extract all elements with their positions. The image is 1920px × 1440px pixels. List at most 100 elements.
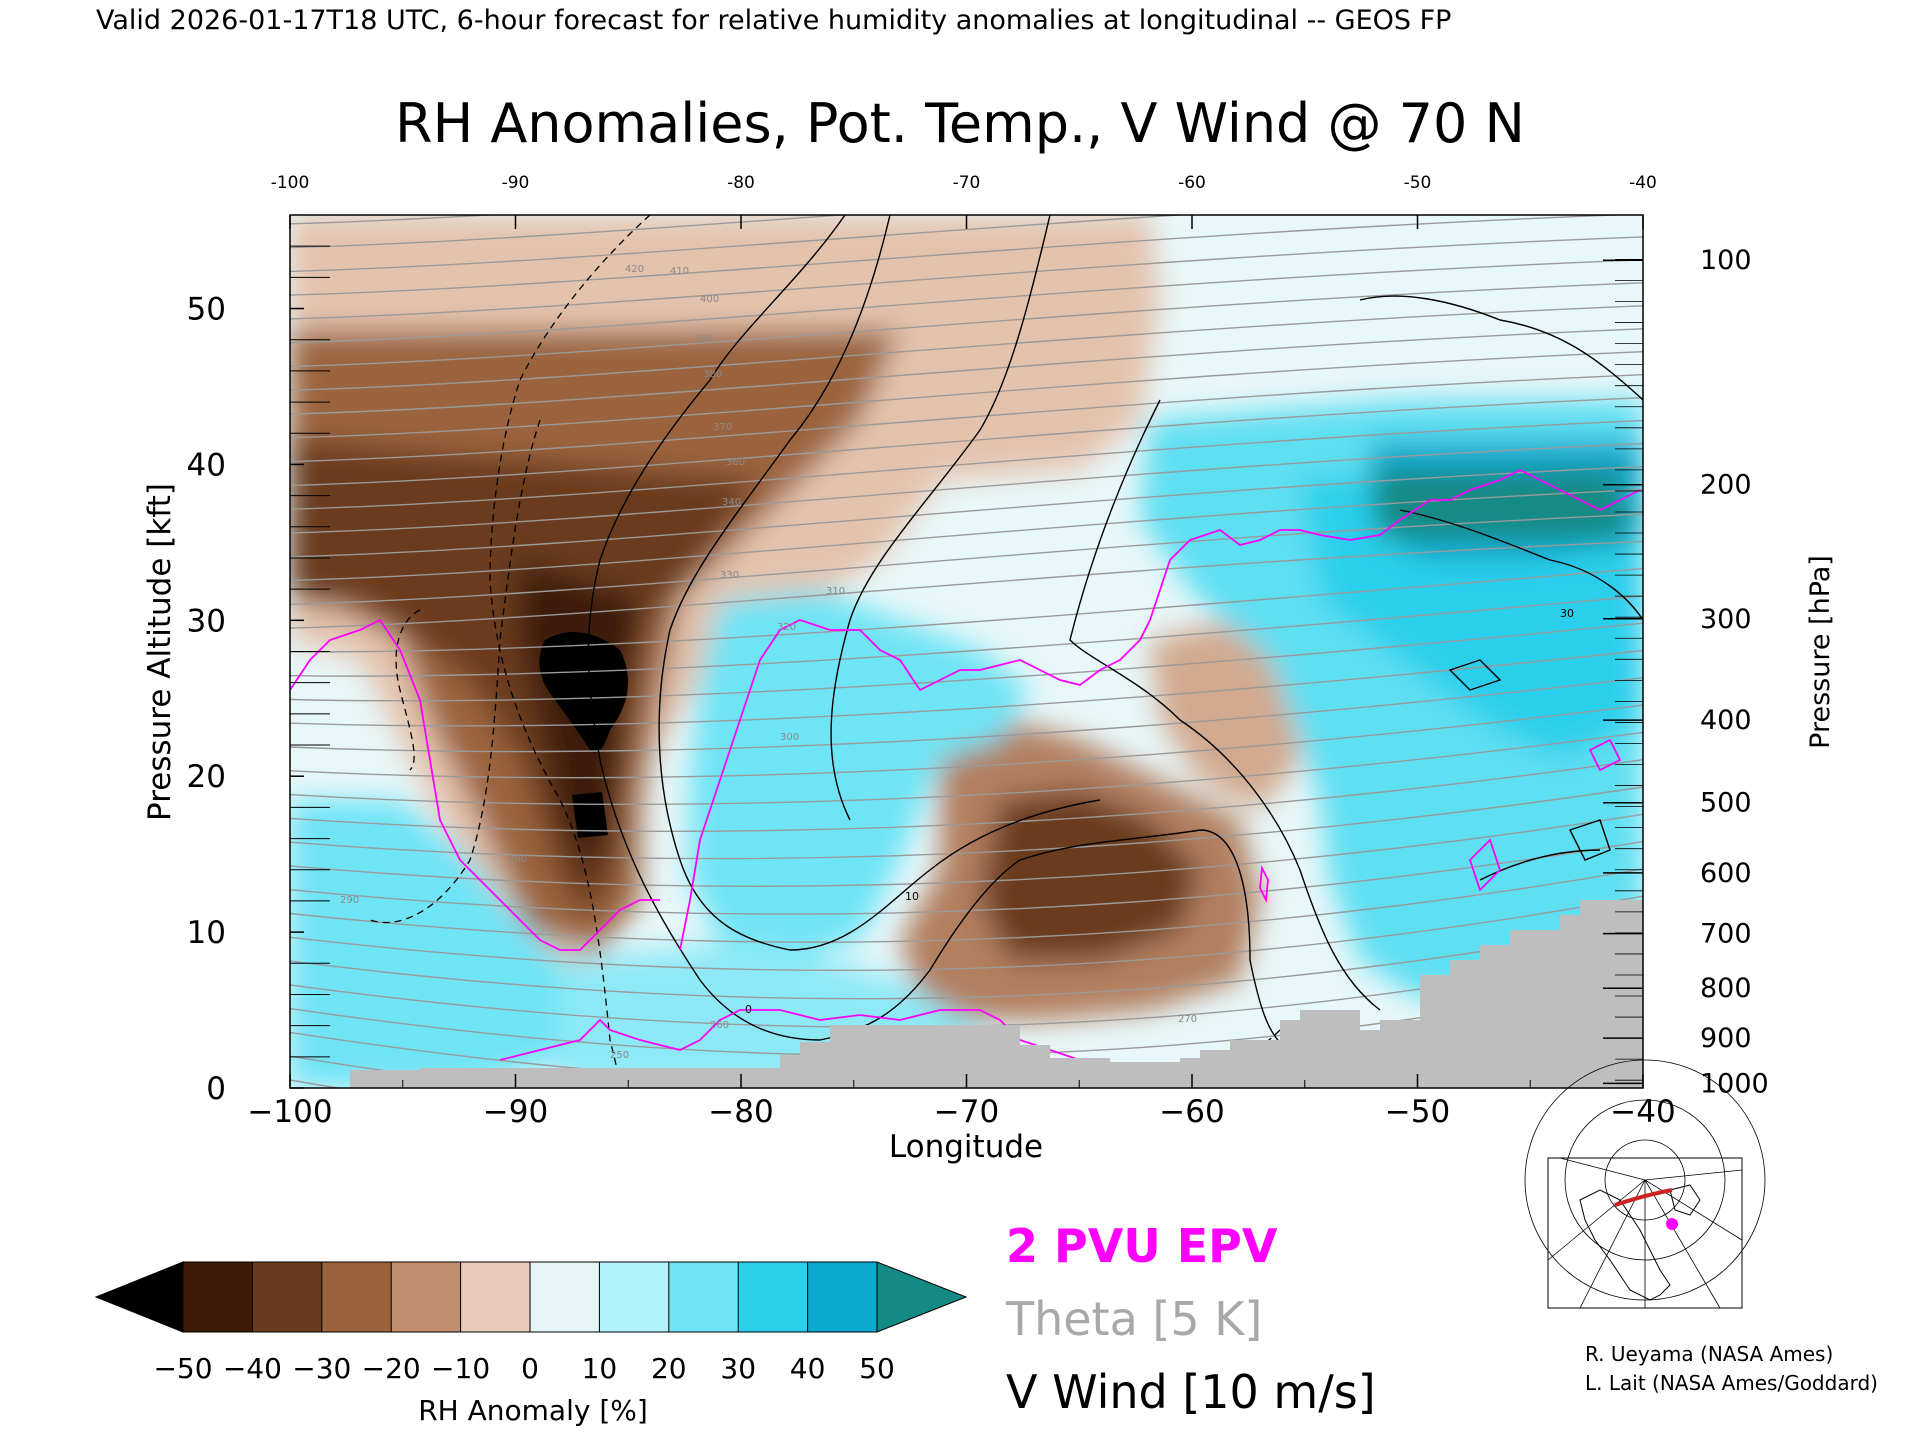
- theta-isentropes: [290, 215, 1643, 1088]
- y-axis-label: Pressure Altitude [kft]: [142, 483, 178, 821]
- pressure-tick-label: 900: [1700, 1023, 1752, 1054]
- vwind-30-contour-a: [1359, 295, 1643, 401]
- x-tick-label: −90: [483, 1094, 548, 1130]
- legend-vwind: V Wind [10 m/s]: [1006, 1365, 1376, 1419]
- pressure-tick-label: 100: [1700, 245, 1752, 276]
- theta-label: 310: [826, 586, 845, 597]
- terrain-mask: [350, 900, 1643, 1088]
- colorbar-tick-label: −20: [362, 1352, 421, 1385]
- y-tick-label: 40: [187, 447, 226, 483]
- vwind-30-contour-d: [1569, 819, 1611, 861]
- theta-labels: 250 260 270 280 290 300 310 320 330 340 360 370 380 3…: [340, 264, 1197, 1061]
- colorbar-tick-label: −50: [153, 1352, 212, 1385]
- vwind-neg30-contour: [395, 609, 421, 771]
- vwind-neg10-contour-b: [369, 419, 541, 924]
- theta-isentrope: [290, 282, 1643, 368]
- y-tick-label: 10: [187, 915, 226, 951]
- y-tick-label: 50: [187, 292, 226, 328]
- y-axis-label-right: Pressure [hPa]: [1805, 555, 1836, 749]
- pressure-tick-label: 800: [1700, 973, 1752, 1004]
- theta-isentrope: [290, 540, 1643, 629]
- colorbar-label: RH Anomaly [%]: [418, 1394, 648, 1427]
- theta-isentrope: [290, 259, 1643, 344]
- colorbar-segment: [391, 1262, 461, 1332]
- theta-isentrope: [290, 215, 1189, 273]
- x-tick-label: −50: [1385, 1094, 1450, 1130]
- theta-isentrope: [290, 236, 1643, 320]
- colorbar-max-arrow: [876, 1261, 968, 1333]
- locator-map-cross-section-line: [1614, 1188, 1673, 1207]
- colorbar-tick-label: −10: [431, 1352, 490, 1385]
- theta-label: 360: [726, 457, 745, 468]
- theta-label: 250: [610, 1050, 629, 1061]
- x-tick-label: −100: [247, 1094, 332, 1130]
- theta-isentrope: [290, 215, 1633, 296]
- theta-isentrope: [290, 868, 1643, 943]
- x-tick-label-top: -80: [727, 173, 755, 193]
- epv-contours: [290, 468, 1641, 1076]
- colorbar-tick-label: 50: [859, 1352, 895, 1385]
- page-title: RH Anomalies, Pot. Temp., V Wind @ 70 N: [395, 92, 1525, 155]
- vwind-zero-contour: [587, 215, 1291, 1051]
- theta-isentrope: [290, 786, 1643, 860]
- theta-label: 340: [722, 497, 741, 508]
- theta-isentrope: [290, 215, 851, 249]
- theta-isentrope: [290, 731, 1643, 806]
- y-tick-label: 0: [206, 1071, 226, 1107]
- colorbar-tick-label: 30: [720, 1352, 756, 1385]
- epv-contour-mid: [679, 468, 1641, 951]
- theta-label: 290: [340, 895, 359, 906]
- theta-isentrope: [290, 677, 1643, 753]
- colorbar-tick-label: 20: [651, 1352, 687, 1385]
- locator-map-point-icon: [1666, 1218, 1678, 1230]
- theta-label: 330: [720, 570, 739, 581]
- colorbar-min-arrow: [94, 1261, 184, 1333]
- colorbar-segment: [460, 1262, 530, 1332]
- colorbar-segment: [668, 1262, 739, 1332]
- moist-anomaly-teal: [1370, 470, 1630, 540]
- theta-label: 260: [710, 1020, 729, 1031]
- theta-isentrope: [290, 759, 1643, 833]
- colorbar-segment: [252, 1262, 322, 1332]
- x-tick-label-top: -70: [953, 173, 981, 193]
- theta-label: 400: [700, 294, 719, 305]
- theta-isentrope: [290, 328, 1643, 415]
- x-tick-label-top: -90: [502, 173, 530, 193]
- vwind-neg10-contour: [489, 215, 651, 1088]
- colorbar-segment: [530, 1262, 600, 1332]
- x-axis-label: Longitude: [889, 1129, 1043, 1165]
- dry-anomaly-rim: [1150, 620, 1300, 810]
- theta-label: 280: [508, 854, 527, 865]
- vwind-label: 0: [745, 1003, 752, 1016]
- vwind-label: 30: [1560, 607, 1574, 620]
- x-tick-label: −60: [1159, 1094, 1224, 1130]
- vwind-10-contour-c: [1069, 399, 1381, 1011]
- legend-theta: Theta [5 K]: [1005, 1292, 1262, 1346]
- theta-isentrope: [290, 419, 1643, 510]
- colorbar-tick-label: 40: [790, 1352, 826, 1385]
- axes: −100 -100 −90 -90 −80 -80 −70 -70 −60 -60 −50 -50 −4…: [187, 173, 1769, 1130]
- theta-label: 420: [625, 264, 644, 275]
- pressure-tick-label: 500: [1700, 788, 1752, 819]
- x-tick-label-top: -40: [1629, 173, 1657, 193]
- minimum-blob-upper: [539, 632, 628, 753]
- y-tick-label: 30: [187, 603, 226, 639]
- theta-isentrope: [290, 488, 1643, 582]
- y-tick-label: 20: [187, 759, 226, 795]
- pressure-tick-label: 1000: [1700, 1068, 1769, 1099]
- colorbar-tick-label: −40: [223, 1352, 282, 1385]
- theta-isentrope: [290, 567, 1643, 653]
- theta-isentrope: [290, 442, 1643, 534]
- vwind-label: 10: [905, 890, 919, 903]
- colorbar-segment: [599, 1262, 669, 1332]
- x-tick-label-top: -60: [1178, 173, 1206, 193]
- theta-isentrope: [290, 840, 1643, 915]
- theta-isentrope: [290, 813, 1643, 887]
- theta-isentrope: [290, 374, 1643, 463]
- theta-isentrope: [290, 351, 1643, 439]
- x-tick-label-top: -50: [1404, 173, 1432, 193]
- pressure-tick-label: 300: [1700, 604, 1752, 635]
- pressure-tick-label: 600: [1700, 858, 1752, 889]
- theta-label: 370: [713, 422, 732, 433]
- theta-isentrope: [290, 465, 1643, 558]
